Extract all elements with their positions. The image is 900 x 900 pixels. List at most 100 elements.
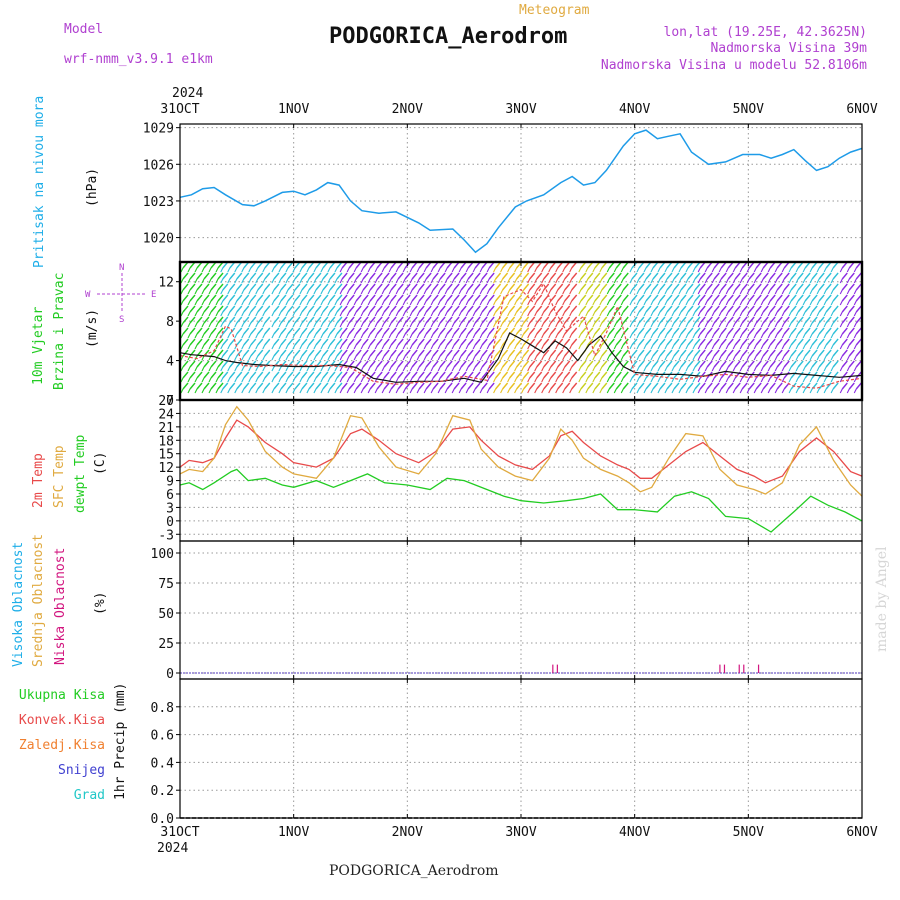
wind-barb-tail — [313, 333, 317, 339]
wind-barb — [580, 283, 587, 291]
wind-barb — [196, 316, 203, 324]
wind-barb — [713, 327, 720, 335]
wind-barb-tail — [234, 333, 238, 339]
wind-barb-tail — [334, 355, 338, 361]
wind-barb-tail — [313, 300, 317, 306]
wind-barb-tail — [241, 388, 245, 394]
wind-barb-tail — [227, 289, 231, 295]
wind-barb — [488, 305, 495, 313]
wind-barb-tail — [606, 267, 610, 273]
wind-barb — [411, 371, 418, 379]
wind-barb-tail — [521, 278, 525, 284]
wind-barb-tail — [241, 300, 245, 306]
wind-barb-tail — [753, 267, 757, 273]
wind-barb-tail — [585, 278, 589, 284]
wind-barb-tail — [620, 278, 624, 284]
wind-barb — [287, 294, 294, 302]
model-label: Model — [64, 22, 103, 37]
wind-barb-tail — [846, 355, 850, 361]
wind-barb — [301, 371, 308, 379]
wind-barb-tail — [823, 300, 827, 306]
wind-barb — [848, 371, 855, 379]
wind-barb-tail — [409, 300, 413, 306]
wind-barb-tail — [671, 344, 675, 350]
wind-barb — [236, 294, 243, 302]
wind-barb — [825, 382, 832, 390]
y-tick-label: 0.0 — [151, 812, 174, 827]
wind-barb-tail — [739, 267, 743, 273]
wind-barb — [706, 305, 713, 313]
wind-barb — [804, 349, 811, 357]
wind-barb-tail — [823, 333, 827, 339]
wind-barb — [622, 272, 629, 280]
wind-barb-tail — [479, 377, 483, 383]
wind-barb-tail — [437, 311, 441, 317]
wind-barb-tail — [809, 388, 813, 394]
wind-barb-tail — [839, 322, 843, 328]
wind-barb — [564, 360, 571, 368]
wind-barb — [529, 272, 536, 280]
wind-barb — [666, 305, 673, 313]
wind-barb-tail — [839, 300, 843, 306]
wind-barb-tail — [774, 377, 778, 383]
wind-barb-tail — [458, 355, 462, 361]
wind-barb-tail — [423, 322, 427, 328]
wind-barb — [397, 316, 404, 324]
wind-barb-tail — [327, 300, 331, 306]
wind-barb — [615, 360, 622, 368]
wind-barb-tail — [562, 355, 566, 361]
wind-barb — [369, 316, 376, 324]
wind-barb — [601, 371, 608, 379]
wind-barb-tail — [271, 377, 275, 383]
wind-barb — [341, 305, 348, 313]
wind-barb-tail — [650, 289, 654, 295]
wind-barb-tail — [839, 366, 843, 372]
wind-barb — [797, 316, 804, 324]
wind-barb — [236, 371, 243, 379]
wind-barb-tail — [548, 333, 552, 339]
wind-barb — [571, 272, 578, 280]
wind-barb-tail — [636, 300, 640, 306]
wind-barb — [257, 283, 264, 291]
wind-barb-band — [788, 261, 839, 394]
wind-barb-tail — [606, 355, 610, 361]
wind-barb-tail — [830, 366, 834, 372]
wind-barb — [564, 338, 571, 346]
wind-barb — [189, 316, 196, 324]
y-tick-label: 27 — [158, 394, 174, 409]
wind-barb — [250, 327, 257, 335]
wind-barb — [425, 272, 432, 280]
wind-barb-tail — [562, 267, 566, 273]
wind-barb-tail — [292, 311, 296, 317]
y-tick-label: 4 — [166, 355, 174, 370]
wind-barb-tail — [248, 366, 252, 372]
wind-barb — [811, 327, 818, 335]
wind-barb-tail — [472, 366, 476, 372]
wind-barb — [601, 327, 608, 335]
wind-barb-tail — [620, 267, 624, 273]
wind-barb — [341, 327, 348, 335]
wind-barb — [210, 305, 217, 313]
wind-barb-tail — [620, 366, 624, 372]
wind-barb-tail — [409, 278, 413, 284]
wind-barb-tail — [746, 300, 750, 306]
wind-barb — [659, 360, 666, 368]
wind-barb — [769, 349, 776, 357]
wind-barb-tail — [334, 344, 338, 350]
wind-barb — [550, 283, 557, 291]
wind-barb — [536, 305, 543, 313]
wind-barb-tail — [374, 311, 378, 317]
wind-barb — [411, 294, 418, 302]
wind-barb-tail — [292, 366, 296, 372]
wind-barb — [341, 382, 348, 390]
wind-barb-tail — [194, 344, 198, 350]
wind-barb-tail — [802, 300, 806, 306]
wind-barb-tail — [402, 311, 406, 317]
wind-barb-tail — [360, 322, 364, 328]
wind-barb-tail — [839, 311, 843, 317]
wind-barb-tail — [788, 388, 792, 394]
wind-barb-tail — [285, 289, 289, 295]
wind-barb — [783, 305, 790, 313]
wind-barb-tail — [521, 322, 525, 328]
sfc-temp-label: SFC Temp — [52, 445, 67, 508]
